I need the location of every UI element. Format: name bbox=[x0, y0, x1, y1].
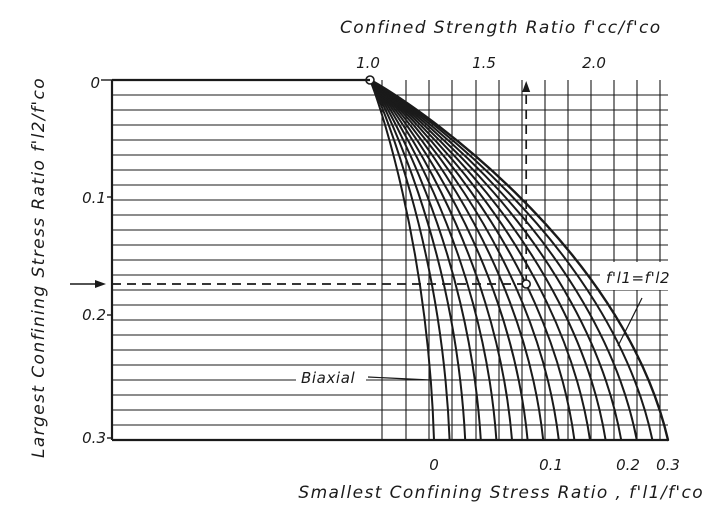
interaction-curve bbox=[369, 79, 451, 441]
example-up-arrow-head bbox=[522, 81, 531, 92]
equal-confinement-curve bbox=[368, 78, 670, 442]
bottom-axis-title: Smallest Confining Stress Ratio , f'l1/f… bbox=[298, 483, 704, 503]
example-point bbox=[521, 279, 532, 289]
equal-confinement-label-bg bbox=[600, 262, 704, 290]
left-tick-4: 0.3 bbox=[82, 429, 106, 447]
left-tick-2: 0.1 bbox=[82, 189, 106, 207]
bottom-tick-4: 0.3 bbox=[656, 456, 680, 474]
biaxial-label: Biaxial bbox=[301, 369, 355, 387]
top-tick-3: 2.0 bbox=[582, 54, 606, 72]
interaction-curve bbox=[369, 79, 482, 441]
bottom-tick-2: 0.1 bbox=[539, 456, 563, 474]
left-tick-1: 0 bbox=[90, 74, 100, 92]
example-reading bbox=[70, 81, 532, 289]
biaxial-label-bg bbox=[296, 366, 366, 388]
top-tick-2: 1.5 bbox=[472, 54, 496, 72]
vertical-grid bbox=[381, 80, 661, 440]
top-axis-title: Confined Strength Ratio f'cc/f'co bbox=[340, 18, 662, 38]
horizontal-grid bbox=[112, 94, 668, 441]
interaction-curve bbox=[369, 79, 529, 441]
interaction-curves bbox=[365, 75, 670, 442]
biaxial-curve bbox=[369, 79, 435, 441]
interaction-curve bbox=[369, 79, 467, 441]
bottom-tick-3: 0.2 bbox=[616, 456, 640, 474]
equal-confinement-label: f'l1=f'l2 bbox=[606, 269, 670, 287]
top-tick-1: 1.0 bbox=[356, 54, 380, 72]
example-arrow-head bbox=[95, 280, 106, 288]
interaction-curve bbox=[369, 79, 498, 441]
equal-confinement-pointer bbox=[617, 297, 643, 347]
biaxial-pointer bbox=[367, 376, 431, 381]
bottom-tick-1: 0 bbox=[429, 456, 439, 474]
axes bbox=[101, 78, 668, 442]
left-tick-3: 0.2 bbox=[82, 306, 106, 324]
interaction-curve bbox=[369, 79, 513, 441]
left-axis-title: Largest Confining Stress Ratio f'l2/f'co bbox=[29, 77, 49, 458]
